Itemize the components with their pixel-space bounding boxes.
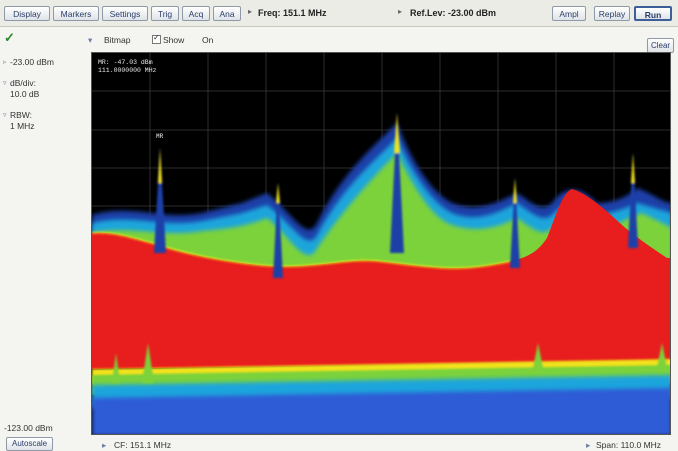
freq-value: 151.1 MHz — [283, 8, 327, 18]
red-density-body — [92, 189, 670, 369]
ref-value: -23.00 dBm — [448, 8, 497, 18]
signal-spikes — [112, 113, 667, 383]
clear-button[interactable]: Clear — [647, 38, 674, 53]
freq-arrow-icon: ▸ — [248, 7, 253, 16]
span-value[interactable]: Span: 110.0 MHz — [596, 440, 662, 450]
bottom-level-label: -123.00 dBm — [4, 423, 53, 433]
left-sidebar: ▹ -23.00 dBm ▿ dB/div: 10.0 dB ▿ RBW: 1 … — [0, 52, 90, 436]
ampl-button[interactable]: Ampl — [552, 6, 586, 21]
span-arrow-icon: ▸ — [586, 440, 591, 450]
bottom-bar — [0, 436, 678, 450]
show-state: On — [202, 35, 214, 45]
ref-level-readout[interactable]: Ref.Lev: -23.00 dBm — [410, 8, 496, 18]
spectrum-graphic — [92, 53, 670, 434]
acq-button[interactable]: Acq — [182, 6, 210, 21]
rbw-bullet-icon: ▿ — [3, 112, 7, 119]
top-level-label[interactable]: -23.00 dBm — [10, 57, 54, 67]
markers-button[interactable]: Markers — [53, 6, 99, 21]
trig-button[interactable]: Trig — [151, 6, 179, 21]
rbw-label[interactable]: RBW: — [10, 110, 33, 120]
dbdiv-bullet-icon: ▿ — [3, 80, 7, 87]
display-button[interactable]: Display — [4, 6, 50, 21]
dbdiv-label[interactable]: dB/div: — [10, 78, 36, 88]
freq-label: Freq: — [258, 8, 281, 18]
options-bar — [0, 27, 678, 51]
rbw-value[interactable]: 1 MHz — [10, 121, 35, 131]
center-frequency[interactable]: CF: 151.1 MHz — [114, 440, 172, 450]
freq-readout[interactable]: Freq: 151.1 MHz — [258, 8, 327, 18]
marker-readout: MR: -47.03 dBm 111.0000000 MHz — [98, 59, 157, 75]
top-toolbar: Display Markers Settings Trig Acq Ana ▸ … — [0, 0, 678, 27]
marker-label[interactable]: MR — [156, 133, 164, 140]
ref-arrow-icon: ▸ — [398, 7, 403, 16]
bitmap-label: Bitmap — [104, 35, 131, 45]
marker-readout-freq: 111.0000000 MHz — [98, 67, 157, 74]
cf-arrow-icon: ▸ — [102, 440, 107, 450]
ref-label: Ref.Lev: — [410, 8, 446, 18]
lower-blue-noise — [92, 388, 670, 434]
show-label: Show — [163, 35, 185, 45]
settings-button[interactable]: Settings — [102, 6, 148, 21]
run-button[interactable]: Run — [634, 6, 672, 21]
show-checkbox[interactable]: Show — [152, 33, 185, 45]
checkbox-icon — [152, 33, 161, 44]
marker-readout-level: MR: -47.03 dBm — [98, 59, 153, 66]
dbdiv-value[interactable]: 10.0 dB — [10, 89, 40, 99]
red-top-edge — [92, 231, 513, 269]
replay-button[interactable]: Replay — [594, 6, 630, 21]
spectrum-display[interactable]: MR: -47.03 dBm 111.0000000 MHz MR — [91, 52, 671, 435]
check-icon: ✓ — [4, 30, 15, 45]
ref-bullet-icon: ▹ — [3, 59, 7, 66]
ana-button[interactable]: Ana — [213, 6, 241, 21]
upper-green-band — [92, 153, 670, 278]
autoscale-button[interactable]: Autoscale — [6, 437, 54, 451]
bitmap-arrow-icon: ▾ — [88, 35, 93, 45]
